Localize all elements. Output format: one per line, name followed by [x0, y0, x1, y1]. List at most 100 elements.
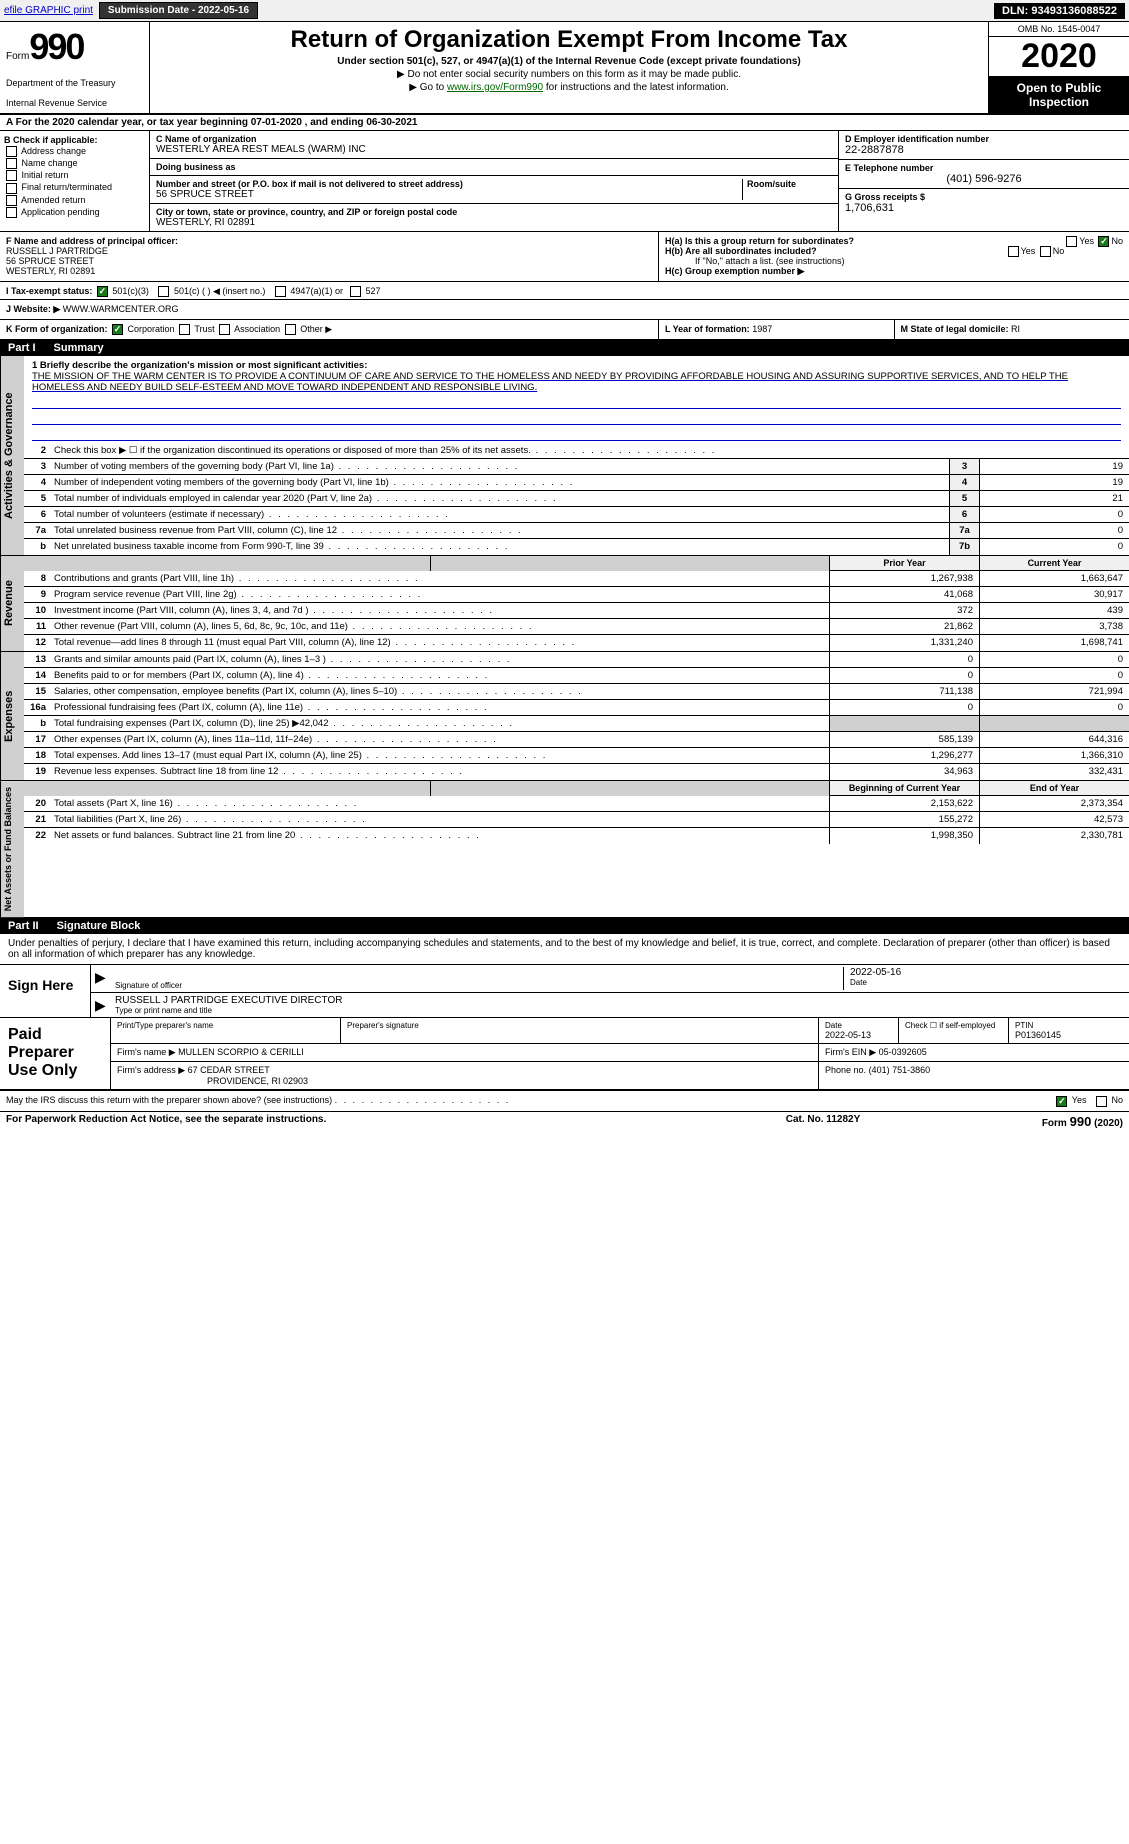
firm-phone-label: Phone no.	[825, 1065, 866, 1075]
dept-treasury: Department of the Treasury	[6, 78, 143, 88]
discuss-no-label: No	[1111, 1095, 1123, 1105]
line-value: 19	[979, 475, 1129, 490]
sig-officer-line: ▶ Signature of officer 2022-05-16 Date	[91, 965, 1129, 993]
line-num: 3	[24, 459, 50, 474]
prior-value: 0	[829, 652, 979, 667]
dln-value: 93493136088522	[1031, 5, 1117, 17]
line-9: 9 Program service revenue (Part VIII, li…	[24, 587, 1129, 603]
box-j-row: J Website: ▶ WWW.WARMCENTER.ORG	[0, 300, 1129, 320]
box-i-row: I Tax-exempt status: 501(c)(3) 501(c) ( …	[0, 282, 1129, 300]
pra-notice: For Paperwork Reduction Act Notice, see …	[6, 1114, 723, 1129]
firm-name-value: MULLEN SCORPIO & CERILLI	[178, 1047, 304, 1057]
beg-year-header: Beginning of Current Year	[829, 781, 979, 796]
line-value: 0	[979, 539, 1129, 555]
net-assets-label: Net Assets or Fund Balances	[0, 781, 24, 917]
form-header: Form990 Department of the Treasury Inter…	[0, 22, 1129, 115]
cb-amended-return-label: Amended return	[21, 195, 86, 205]
org-name-label: C Name of organization	[156, 134, 832, 144]
box-lm: L Year of formation: 1987 M State of leg…	[659, 320, 1129, 339]
cb-corp[interactable]	[112, 324, 123, 335]
line-desc: Benefits paid to or for members (Part IX…	[50, 668, 829, 683]
cb-address-change[interactable]: Address change	[4, 146, 145, 157]
prior-value: 1,998,350	[829, 828, 979, 844]
cb-app-pending[interactable]: Application pending	[4, 207, 145, 218]
cb-assoc[interactable]	[219, 324, 230, 335]
firm-phone-value: (401) 751-3860	[869, 1065, 931, 1075]
current-value: 1,698,741	[979, 635, 1129, 651]
no-label: No	[1111, 236, 1123, 246]
line-num: 5	[24, 491, 50, 506]
box-l-label: L Year of formation:	[665, 324, 750, 334]
cb-4947[interactable]	[275, 286, 286, 297]
web-post: for instructions and the latest informat…	[543, 82, 729, 93]
box-k-label: K Form of organization:	[6, 324, 108, 334]
ptin-value: P01360145	[1015, 1030, 1123, 1040]
prior-value: 1,331,240	[829, 635, 979, 651]
line-desc: Total unrelated business revenue from Pa…	[50, 523, 949, 538]
city-value: WESTERLY, RI 02891	[156, 217, 832, 228]
box-j: J Website: ▶ WWW.WARMCENTER.ORG	[0, 300, 1129, 319]
irs-link[interactable]: www.irs.gov/Form990	[447, 82, 543, 93]
prior-value: 0	[829, 668, 979, 683]
line-11: 11 Other revenue (Part VIII, column (A),…	[24, 619, 1129, 635]
line-15: 15 Salaries, other compensation, employe…	[24, 684, 1129, 700]
prep-selfemp[interactable]: Check ☐ if self-employed	[899, 1018, 1009, 1043]
cb-initial-return[interactable]: Initial return	[4, 170, 145, 181]
line-desc: Net unrelated business taxable income fr…	[50, 539, 949, 555]
sig-date-value: 2022-05-16	[850, 967, 1123, 978]
net-assets-section: Net Assets or Fund Balances Beginning of…	[0, 781, 1129, 918]
line-num: 15	[24, 684, 50, 699]
city-label: City or town, state or province, country…	[156, 207, 832, 217]
discuss-yes[interactable]	[1056, 1096, 1067, 1107]
line-value: 0	[979, 507, 1129, 522]
part-1-title: Summary	[54, 342, 104, 354]
current-value: 30,917	[979, 587, 1129, 602]
cb-name-change[interactable]: Name change	[4, 158, 145, 169]
firm-ein-label: Firm's EIN ▶	[825, 1047, 876, 1057]
line-b: b Total fundraising expenses (Part IX, c…	[24, 716, 1129, 732]
website-value: WWW.WARMCENTER.ORG	[63, 304, 179, 314]
prep-sig-label: Preparer's signature	[347, 1021, 812, 1030]
section-a-taxyear: A For the 2020 calendar year, or tax yea…	[0, 115, 1129, 131]
address-label: Number and street (or P.O. box if mail i…	[156, 179, 742, 189]
line-17: 17 Other expenses (Part IX, column (A), …	[24, 732, 1129, 748]
form-ref: Form 990 (2020)	[923, 1114, 1123, 1129]
prior-value: 711,138	[829, 684, 979, 699]
line-desc: Number of voting members of the governin…	[50, 459, 949, 474]
submission-date-box: Submission Date - 2022-05-16	[99, 2, 258, 19]
cb-amended-return[interactable]: Amended return	[4, 195, 145, 206]
cb-501c[interactable]	[158, 286, 169, 297]
opt-trust: Trust	[194, 324, 214, 334]
discuss-no[interactable]	[1096, 1096, 1107, 1107]
cb-final-return[interactable]: Final return/terminated	[4, 182, 145, 193]
form-note-web: ▶ Go to www.irs.gov/Form990 for instruct…	[154, 82, 984, 93]
box-i-label: I Tax-exempt status:	[6, 286, 92, 296]
prior-value: 41,068	[829, 587, 979, 602]
line-22: 22 Net assets or fund balances. Subtract…	[24, 828, 1129, 844]
h-b-no[interactable]	[1040, 246, 1051, 257]
cb-other[interactable]	[285, 324, 296, 335]
gov-line-2: 2 Check this box ▶ ☐ if the organization…	[24, 443, 1129, 459]
cb-527[interactable]	[350, 286, 361, 297]
revenue-label: Revenue	[0, 556, 24, 651]
prior-value: 1,267,938	[829, 571, 979, 586]
line-desc: Total expenses. Add lines 13–17 (must eq…	[50, 748, 829, 763]
cb-trust[interactable]	[179, 324, 190, 335]
h-b-yes[interactable]	[1008, 246, 1019, 257]
opt-assoc: Association	[234, 324, 280, 334]
h-a-yes[interactable]	[1066, 236, 1077, 247]
dln-label: DLN:	[1002, 5, 1031, 17]
efile-link[interactable]: efile GRAPHIC print	[4, 5, 93, 16]
line-num: 19	[24, 764, 50, 780]
h-a-no[interactable]	[1098, 236, 1109, 247]
line-num: 12	[24, 635, 50, 651]
discuss-yes-label: Yes	[1072, 1095, 1087, 1105]
line-num: 4	[24, 475, 50, 490]
line-1-label: 1 Briefly describe the organization's mi…	[32, 360, 1121, 371]
cb-501c3[interactable]	[97, 286, 108, 297]
line-box: 5	[949, 491, 979, 506]
governance-section: Activities & Governance 1 Briefly descri…	[0, 356, 1129, 556]
state-domicile: RI	[1011, 324, 1020, 334]
current-value: 644,316	[979, 732, 1129, 747]
form-subtitle: Under section 501(c), 527, or 4947(a)(1)…	[154, 56, 984, 67]
